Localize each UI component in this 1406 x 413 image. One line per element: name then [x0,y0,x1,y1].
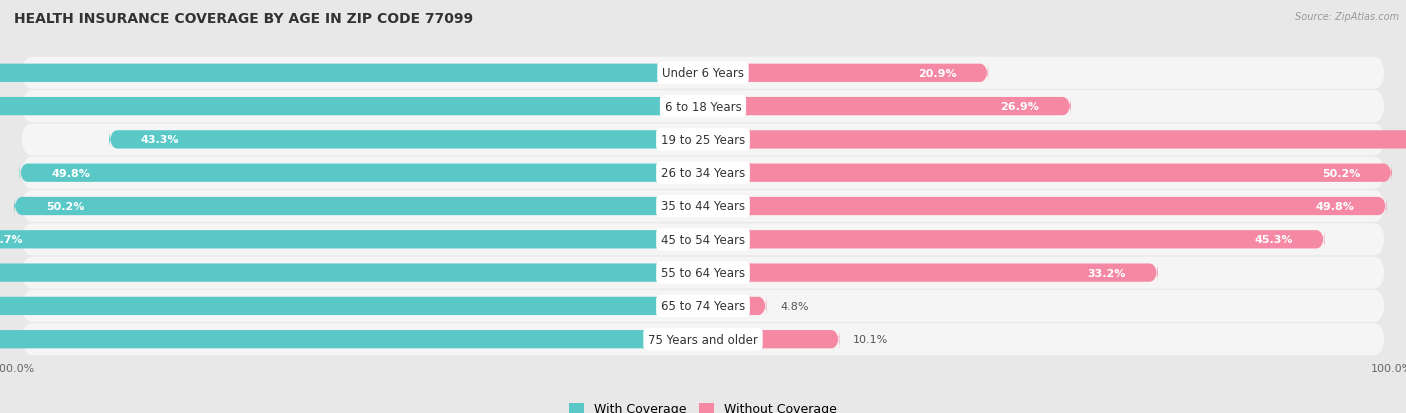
Text: 49.8%: 49.8% [1316,202,1355,211]
Text: 43.3%: 43.3% [141,135,180,145]
FancyBboxPatch shape [706,63,988,84]
Text: 4.8%: 4.8% [780,301,808,311]
Text: 50.2%: 50.2% [46,202,84,211]
Text: 35 to 44 Years: 35 to 44 Years [661,200,745,213]
Text: 54.7%: 54.7% [0,235,22,245]
FancyBboxPatch shape [0,262,700,284]
Text: 20.9%: 20.9% [918,69,956,78]
FancyBboxPatch shape [706,129,1406,151]
Text: 6 to 18 Years: 6 to 18 Years [665,100,741,113]
FancyBboxPatch shape [21,124,1385,156]
Text: Source: ZipAtlas.com: Source: ZipAtlas.com [1295,12,1399,22]
Text: 10.1%: 10.1% [853,335,889,344]
FancyBboxPatch shape [21,323,1385,355]
Text: 45.3%: 45.3% [1254,235,1292,245]
FancyBboxPatch shape [0,329,700,350]
Text: 49.8%: 49.8% [51,168,90,178]
FancyBboxPatch shape [21,224,1385,256]
FancyBboxPatch shape [706,196,1386,217]
FancyBboxPatch shape [0,229,700,251]
Text: 19 to 25 Years: 19 to 25 Years [661,133,745,147]
FancyBboxPatch shape [21,290,1385,322]
Text: 50.2%: 50.2% [1322,168,1360,178]
Text: 45 to 54 Years: 45 to 54 Years [661,233,745,246]
FancyBboxPatch shape [110,129,700,151]
FancyBboxPatch shape [0,63,700,84]
FancyBboxPatch shape [21,257,1385,289]
FancyBboxPatch shape [20,162,700,184]
FancyBboxPatch shape [21,58,1385,90]
Text: 65 to 74 Years: 65 to 74 Years [661,300,745,313]
FancyBboxPatch shape [0,295,700,317]
Text: 26.9%: 26.9% [1000,102,1039,112]
Text: 33.2%: 33.2% [1088,268,1126,278]
Text: Under 6 Years: Under 6 Years [662,67,744,80]
FancyBboxPatch shape [706,262,1157,284]
Text: 75 Years and older: 75 Years and older [648,333,758,346]
Legend: With Coverage, Without Coverage: With Coverage, Without Coverage [564,397,842,413]
Text: HEALTH INSURANCE COVERAGE BY AGE IN ZIP CODE 77099: HEALTH INSURANCE COVERAGE BY AGE IN ZIP … [14,12,474,26]
Text: 55 to 64 Years: 55 to 64 Years [661,266,745,280]
FancyBboxPatch shape [21,190,1385,223]
FancyBboxPatch shape [706,229,1324,251]
FancyBboxPatch shape [0,96,700,118]
FancyBboxPatch shape [706,295,766,317]
FancyBboxPatch shape [21,157,1385,189]
FancyBboxPatch shape [21,91,1385,123]
FancyBboxPatch shape [14,196,700,217]
FancyBboxPatch shape [706,329,839,350]
FancyBboxPatch shape [706,162,1392,184]
FancyBboxPatch shape [706,96,1071,118]
Text: 26 to 34 Years: 26 to 34 Years [661,167,745,180]
